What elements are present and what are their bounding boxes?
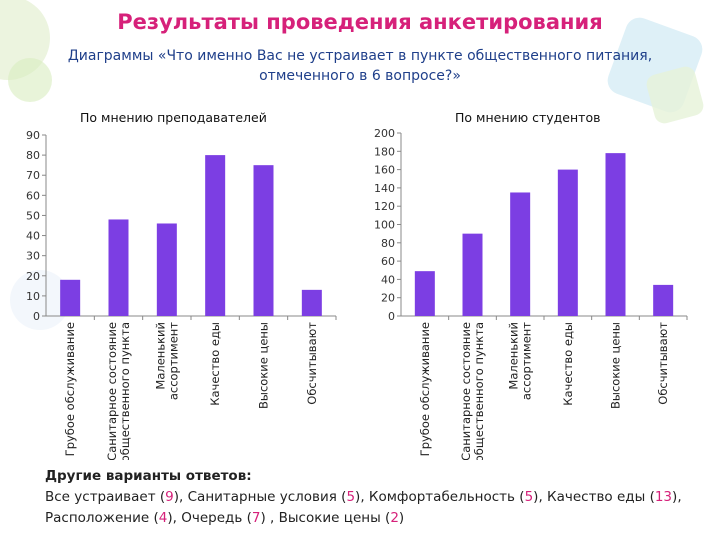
x-category-label-line: ассортимент [520, 322, 534, 400]
y-tick-label: 100 [374, 219, 395, 232]
y-tick-label: 0 [388, 310, 395, 323]
other-answer-separator: , [677, 489, 682, 505]
bar-3 [510, 192, 531, 316]
other-answer-count: 5 [346, 489, 356, 505]
bar-5 [605, 153, 626, 316]
bar-3 [156, 223, 177, 316]
y-tick-label: 30 [26, 250, 40, 263]
x-category-label-line: Грубое обслуживание [418, 322, 432, 456]
other-answer-label: Очередь [181, 510, 247, 526]
y-tick-label: 20 [26, 270, 40, 283]
chart-title-teachers: По мнению преподавателей [80, 110, 267, 125]
x-category-label-line: общественного пункта [472, 322, 486, 460]
y-tick-label: 200 [374, 127, 395, 140]
y-tick-label: 160 [374, 164, 395, 177]
bar-chart-teachers: 0 10 20 30 40 50 60 70 80 90 Грубое обслуживание Са… [26, 129, 337, 460]
x-category-label: Качество еды [208, 322, 222, 406]
other-answer-count: 13 [654, 489, 673, 505]
other-answer-label: Качество еды [547, 489, 650, 505]
other-answer-separator: , [179, 489, 188, 505]
x-category-label-line: Санитарное состояние [459, 322, 473, 460]
x-category-label: Маленькийассортимент [507, 322, 534, 400]
x-category-label-line: Маленький [153, 322, 167, 390]
x-category-label: Санитарное состояниеобщественного пункта [459, 322, 486, 460]
y-tick-label: 180 [374, 145, 395, 158]
other-answer-count: 9 [165, 489, 174, 505]
x-category-label-line: Обсчитывают [305, 322, 319, 405]
y-tick-label: 10 [26, 290, 40, 303]
x-category-label: Обсчитывают [305, 322, 319, 405]
y-tick-label: 80 [26, 149, 40, 162]
other-answer-separator: , [265, 510, 279, 526]
other-answer-count: 4 [158, 510, 168, 526]
y-tick-label: 0 [33, 310, 40, 323]
bar-4 [557, 169, 578, 316]
bar-1 [60, 279, 81, 316]
other-answer-separator: , [538, 489, 548, 505]
y-tick-label: 20 [381, 292, 395, 305]
y-tick-label: 60 [381, 255, 395, 268]
x-category-label: Грубое обслуживание [63, 322, 77, 456]
bar-5 [253, 165, 274, 316]
x-category-label-line: ассортимент [166, 322, 180, 400]
bar-chart-students: 0 20 40 60 80 100 120 140 160 180 200 Грубое обслуж… [374, 127, 688, 460]
bar-1 [414, 271, 435, 316]
y-tick-label: 70 [26, 169, 40, 182]
x-category-label-line: общественного пункта [118, 322, 132, 460]
x-category-label-line: Маленький [507, 322, 521, 390]
bar-6 [653, 284, 674, 316]
x-category-label: Грубое обслуживание [418, 322, 432, 456]
page-title: Результаты проведения анкетирования [117, 10, 603, 34]
x-category-label-line: Высокие цены [609, 322, 623, 409]
chart-title-students: По мнению студентов [455, 110, 601, 125]
x-category-label: Качество еды [561, 322, 575, 406]
other-answer-separator: , [172, 510, 182, 526]
other-answers-heading: Другие варианты ответов: [45, 468, 252, 484]
x-category-label-line: Санитарное состояние [105, 322, 119, 460]
y-tick-label: 90 [26, 129, 40, 142]
x-category-label: Маленькийассортимент [153, 322, 180, 400]
other-answer-count: 7 [251, 510, 261, 526]
x-category-label: Высокие цены [609, 322, 623, 409]
x-category-label: Высокие цены [257, 322, 271, 409]
bar-6 [301, 289, 322, 316]
bar-2 [462, 233, 483, 316]
y-tick-label: 80 [381, 237, 395, 250]
other-answer-label: Высокие цены [278, 510, 386, 526]
bar-4 [205, 155, 226, 316]
x-category-label: Санитарное состояниеобщественного пункта [105, 322, 132, 460]
x-category-label: Обсчитывают [656, 322, 670, 405]
other-answers-list: Все устраивает (9), Санитарные условия (… [45, 489, 682, 526]
y-tick-label: 40 [26, 230, 40, 243]
y-tick-label: 120 [374, 200, 395, 213]
x-category-label-line: Качество еды [208, 322, 222, 406]
x-category-label-line: Грубое обслуживание [63, 322, 77, 456]
other-answer-label: Санитарные условия [187, 489, 342, 505]
other-answer-label: Все устраивает [45, 489, 160, 505]
y-tick-label: 140 [374, 182, 395, 195]
x-category-label-line: Качество еды [561, 322, 575, 406]
y-tick-label: 40 [381, 273, 395, 286]
other-answer-count: 5 [524, 489, 534, 505]
page-subtitle: Диаграммы «Что именно Вас не устраивает … [67, 48, 653, 84]
bar-2 [108, 219, 129, 316]
other-answer-count: 2 [390, 510, 399, 526]
x-category-label-line: Высокие цены [257, 322, 271, 409]
other-answers: Другие варианты ответов: Все устраивает … [45, 466, 715, 529]
other-answer-label: Комфортабельность [368, 489, 520, 505]
y-tick-label: 60 [26, 189, 40, 202]
x-category-label-line: Обсчитывают [656, 322, 670, 405]
other-answer-label: Расположение [45, 510, 154, 526]
other-answer-separator: , [360, 489, 369, 505]
y-tick-label: 50 [26, 209, 40, 222]
